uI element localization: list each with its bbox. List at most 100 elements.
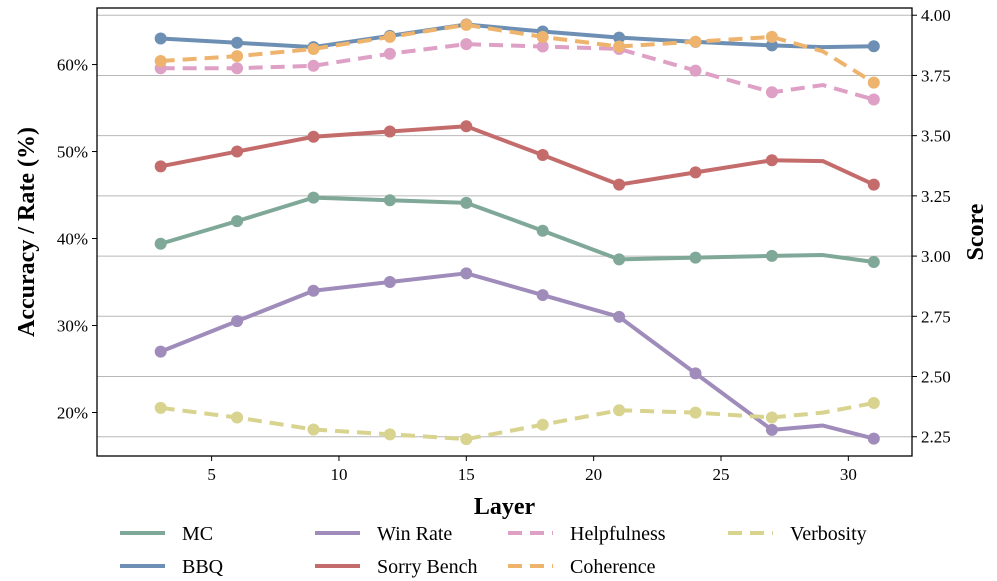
data-point-mc — [154, 237, 167, 250]
data-point-verbosity — [765, 411, 778, 424]
data-point-win-rate — [383, 276, 396, 289]
data-point-helpfulness — [867, 93, 880, 106]
legend-item-coherence: Coherence — [508, 556, 656, 578]
data-point-mc — [689, 251, 702, 264]
x-tick-label: 5 — [207, 465, 216, 484]
series-win-rate — [154, 267, 880, 445]
legend: MC BBQ Win Rate Sorry Bench Helpfulness Coher… — [120, 523, 867, 578]
data-point-mc — [613, 253, 626, 266]
data-point-sorry-bench — [867, 178, 880, 191]
x-axis-label: Layer — [474, 494, 536, 520]
left-y-axis-label: Accuracy / Rate (%) — [14, 127, 40, 337]
data-point-coherence — [765, 30, 778, 43]
series-line-win-rate — [159, 271, 875, 441]
data-point-verbosity — [689, 406, 702, 419]
data-point-coherence — [689, 35, 702, 48]
data-point-verbosity — [307, 423, 320, 436]
right-y-tick-label: 4.00 — [921, 6, 951, 25]
series-line-verbosity — [160, 401, 875, 442]
legend-item-verbosity: Verbosity — [728, 523, 867, 545]
data-point-win-rate — [613, 310, 626, 323]
legend-label-coherence: Coherence — [570, 556, 656, 578]
data-point-bbq — [867, 40, 880, 53]
right-y-tick-label: 3.50 — [921, 127, 951, 146]
data-point-helpfulness — [536, 40, 549, 53]
data-point-bbq — [765, 39, 778, 52]
data-point-coherence — [867, 76, 880, 89]
data-point-win-rate — [536, 289, 549, 302]
data-point-sorry-bench — [383, 125, 396, 138]
data-point-sorry-bench — [154, 160, 167, 173]
legend-item-helpfulness: Helpfulness — [508, 523, 666, 545]
data-point-bbq — [613, 31, 626, 44]
data-point-coherence — [536, 30, 549, 43]
data-point-bbq — [154, 32, 167, 45]
right-y-tick-label: 3.75 — [921, 66, 951, 85]
legend-label-helpfulness: Helpfulness — [570, 523, 666, 545]
data-point-verbosity — [154, 401, 167, 414]
x-tick-label: 30 — [840, 465, 857, 484]
data-point-win-rate — [154, 345, 167, 358]
data-point-sorry-bench — [231, 145, 244, 158]
data-point-win-rate — [231, 315, 244, 328]
data-point-coherence — [383, 30, 396, 43]
series-line-mc — [160, 195, 875, 264]
series-layer — [154, 18, 880, 446]
right-y-tick-label: 2.50 — [921, 368, 951, 387]
left-y-tick-label: 60% — [57, 56, 88, 75]
x-tick-label: 10 — [330, 465, 347, 484]
data-point-sorry-bench — [536, 149, 549, 162]
data-point-mc — [867, 256, 880, 269]
axes: 5 10 15 20 25 30 20% 30% 40% 50% 60% 2.25 2.50 2.75 3.… — [57, 6, 951, 484]
x-tick-label: 20 — [585, 465, 602, 484]
series-line-sorry-bench — [160, 124, 875, 187]
data-point-bbq — [231, 36, 244, 49]
left-y-tick-label: 20% — [57, 404, 88, 423]
grid-lines — [97, 14, 912, 438]
data-point-sorry-bench — [689, 166, 702, 179]
data-point-coherence — [231, 50, 244, 63]
series-line-coherence — [160, 22, 875, 85]
data-point-win-rate — [307, 284, 320, 297]
legend-item-sorry-bench: Sorry Bench — [315, 556, 478, 578]
data-point-verbosity — [536, 418, 549, 431]
data-point-sorry-bench — [765, 154, 778, 167]
data-point-win-rate — [867, 432, 880, 445]
right-y-tick-label: 2.25 — [921, 428, 951, 447]
data-point-coherence — [307, 42, 320, 55]
series-mc — [154, 191, 880, 269]
data-point-verbosity — [867, 397, 880, 410]
right-y-tick-label: 2.75 — [921, 307, 951, 326]
plot-frame — [96, 7, 913, 457]
data-point-mc — [536, 224, 549, 237]
data-point-coherence — [613, 40, 626, 53]
data-point-helpfulness — [689, 64, 702, 77]
right-y-tick-label: 3.25 — [921, 187, 951, 206]
series-sorry-bench — [154, 120, 880, 191]
data-point-helpfulness — [383, 47, 396, 60]
data-point-mc — [231, 215, 244, 228]
series-helpfulness — [154, 38, 880, 106]
data-point-helpfulness — [307, 59, 320, 72]
legend-item-win-rate: Win Rate — [315, 523, 452, 545]
series-verbosity — [154, 397, 880, 446]
series-coherence — [154, 18, 880, 89]
data-point-win-rate — [765, 423, 778, 436]
data-point-verbosity — [460, 433, 473, 446]
data-point-verbosity — [383, 428, 396, 441]
right-y-axis-label: Score — [963, 203, 989, 260]
legend-item-bbq: BBQ — [120, 556, 224, 578]
x-tick-label: 25 — [712, 465, 729, 484]
data-point-sorry-bench — [460, 120, 473, 133]
legend-label-mc: MC — [182, 523, 213, 545]
data-point-mc — [765, 249, 778, 262]
x-tick-label: 15 — [458, 465, 475, 484]
left-y-tick-label: 30% — [57, 317, 88, 336]
legend-item-mc: MC — [120, 523, 213, 545]
data-point-coherence — [154, 54, 167, 67]
data-point-verbosity — [231, 411, 244, 424]
legend-label-sorry-bench: Sorry Bench — [377, 556, 478, 578]
data-point-mc — [307, 191, 320, 204]
data-point-helpfulness — [231, 62, 244, 75]
